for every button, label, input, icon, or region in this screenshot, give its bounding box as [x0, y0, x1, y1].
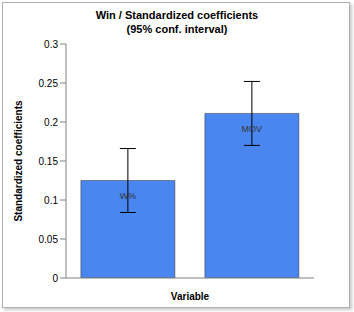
svg-text:W%: W% [120, 191, 137, 201]
svg-text:MOV: MOV [242, 124, 263, 134]
svg-text:0.3: 0.3 [44, 39, 58, 50]
svg-text:0.05: 0.05 [39, 234, 59, 245]
html-text:Win / Standardized coefficient: Win / Standardized coefficients [95, 9, 259, 21]
svg-text:0.25: 0.25 [39, 78, 59, 89]
svg-text:Standardized coefficients: Standardized coefficients [13, 100, 24, 222]
svg-text:0.2: 0.2 [44, 117, 58, 128]
html-text:(95% conf. interval): (95% conf. interval) [126, 23, 228, 35]
svg-text:Variable: Variable [171, 291, 210, 302]
svg-text:0.15: 0.15 [39, 156, 59, 167]
svg-text:0: 0 [52, 273, 58, 284]
svg-text:0.1: 0.1 [44, 195, 58, 206]
